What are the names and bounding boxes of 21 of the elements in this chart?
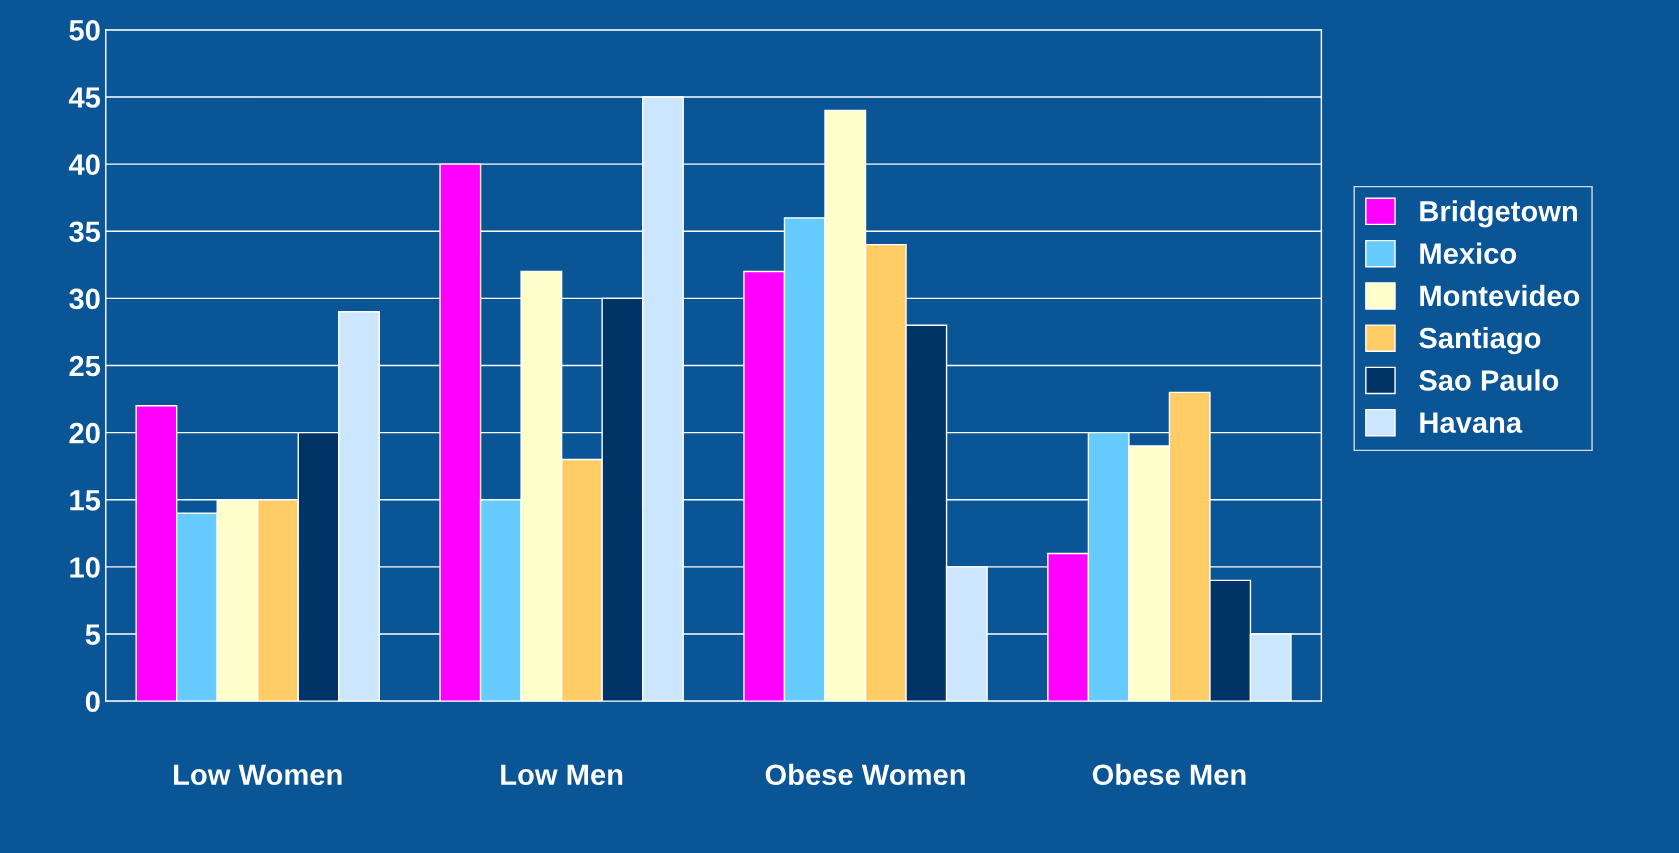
x-tick-label: Obese Women — [765, 763, 965, 786]
legend-label: Mexico — [1420, 242, 1517, 264]
x-tick-label: Obese Men — [1092, 763, 1246, 786]
y-tick-label: 10 — [70, 557, 100, 578]
y-tick-label: 30 — [69, 288, 100, 310]
legend-label: Montevideo — [1420, 284, 1580, 307]
x-tick-label: Low Women — [174, 764, 342, 786]
y-tick-label: 40 — [68, 154, 100, 175]
y-tick-label: 35 — [69, 221, 101, 243]
legend-label: Santiago — [1419, 326, 1541, 355]
y-tick-label: 45 — [68, 87, 101, 108]
x-tick-label: Low Men — [501, 764, 623, 786]
legend-label: Sao Paulo — [1419, 369, 1559, 391]
y-tick-label: 15 — [70, 490, 101, 511]
y-tick-label: 0 — [85, 691, 100, 713]
legend-label: Bridgetown — [1420, 200, 1577, 228]
y-tick-label: 5 — [85, 624, 101, 645]
legend-label: Havana — [1420, 412, 1523, 433]
y-tick-label: 50 — [69, 20, 100, 41]
y-tick-label: 20 — [69, 422, 100, 444]
y-tick-label: 25 — [69, 355, 101, 377]
